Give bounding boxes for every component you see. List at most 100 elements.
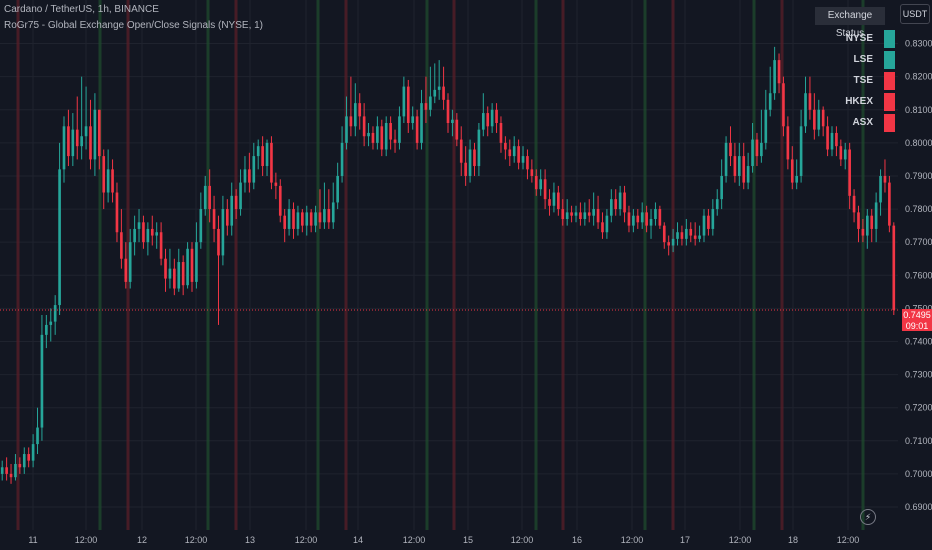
y-tick-label: 0.7100 bbox=[905, 436, 932, 446]
candle-body bbox=[477, 129, 481, 167]
currency-button[interactable]: USDT bbox=[900, 4, 930, 24]
candle-body bbox=[128, 242, 132, 282]
candle-body bbox=[406, 86, 410, 123]
candle bbox=[5, 457, 8, 481]
candle-body bbox=[230, 195, 234, 226]
candle-body bbox=[843, 149, 847, 160]
y-tick-label: 0.7600 bbox=[905, 270, 932, 280]
exchange-status-swatch bbox=[884, 51, 895, 69]
candle-body bbox=[623, 192, 626, 213]
exchange-status-swatch bbox=[884, 72, 895, 90]
candle-body bbox=[411, 116, 415, 123]
candle bbox=[345, 96, 348, 150]
candle-body bbox=[353, 103, 357, 127]
candle bbox=[278, 179, 282, 223]
candle bbox=[402, 76, 406, 123]
candle-body bbox=[459, 139, 463, 163]
candle-body bbox=[561, 209, 565, 219]
candle-body bbox=[609, 199, 613, 216]
candle-body bbox=[548, 199, 551, 206]
candle-body bbox=[380, 126, 384, 150]
x-tick-label: 12:00 bbox=[837, 535, 860, 545]
candle-body bbox=[415, 116, 419, 143]
candle bbox=[261, 136, 264, 176]
grid bbox=[0, 0, 898, 530]
candle bbox=[817, 99, 821, 137]
candle-body bbox=[18, 463, 22, 468]
candle-body bbox=[574, 212, 578, 216]
candle-body bbox=[45, 324, 48, 335]
candle bbox=[579, 202, 582, 226]
price-axis[interactable]: 0.6900 0.7000 0.7100 0.7200 0.7300 0.7400 0.75… bbox=[898, 0, 932, 550]
candle bbox=[93, 93, 97, 176]
exchange-status-title: Exchange Status bbox=[815, 7, 885, 39]
candle bbox=[495, 103, 498, 133]
candle bbox=[301, 209, 304, 233]
candle bbox=[689, 222, 693, 243]
candle-body bbox=[199, 209, 203, 243]
exchange-status-swatch bbox=[884, 30, 895, 48]
bar-countdown: 09:01 bbox=[905, 321, 929, 331]
candle-body bbox=[486, 113, 490, 127]
candle-body bbox=[173, 268, 176, 289]
candle bbox=[596, 195, 600, 229]
candle bbox=[305, 205, 309, 236]
candle bbox=[212, 195, 216, 243]
candle-body bbox=[402, 86, 406, 117]
candle bbox=[9, 463, 13, 484]
candle bbox=[53, 295, 57, 335]
candle bbox=[490, 103, 494, 133]
candle bbox=[195, 222, 198, 289]
symbol-legend[interactable]: Cardano / TetherUS, 1h, BINANCE bbox=[4, 4, 159, 15]
candle-body bbox=[861, 228, 865, 236]
candle-body bbox=[261, 146, 264, 167]
candle bbox=[711, 199, 715, 236]
candle-body bbox=[111, 169, 114, 193]
candle bbox=[667, 235, 671, 256]
candle bbox=[857, 205, 860, 243]
candle bbox=[128, 228, 132, 289]
time-axis[interactable]: 11 12:00 12 12:00 13 12:00 14 12:00 15 12:00 16 12:… bbox=[28, 535, 859, 545]
candle-body bbox=[168, 268, 172, 279]
exchange-status-swatch bbox=[884, 93, 895, 111]
exchange-open-line bbox=[861, 0, 865, 530]
candle-body bbox=[40, 334, 44, 428]
x-tick-label: 12:00 bbox=[621, 535, 644, 545]
candle bbox=[318, 189, 322, 229]
candle bbox=[115, 182, 119, 243]
candle-body bbox=[31, 444, 35, 461]
candle bbox=[433, 63, 437, 104]
candle-body bbox=[93, 109, 97, 160]
candle bbox=[879, 169, 882, 216]
candle-body bbox=[526, 156, 529, 170]
candle bbox=[623, 185, 626, 223]
candle bbox=[662, 222, 666, 249]
candle-body bbox=[446, 99, 450, 123]
candle-body bbox=[521, 156, 525, 163]
lightning-icon[interactable]: ⚡ bbox=[860, 509, 876, 525]
candle-body bbox=[437, 86, 441, 90]
candle bbox=[883, 159, 887, 193]
exchange-close-line bbox=[561, 0, 565, 530]
candle-body bbox=[865, 215, 869, 236]
indicator-legend[interactable]: RoGr75 - Global Exchange Open/Close Sign… bbox=[4, 20, 264, 31]
candle-body bbox=[345, 116, 348, 143]
candle-body bbox=[512, 146, 516, 157]
exchange-open-line bbox=[206, 0, 210, 530]
exchange-close-line bbox=[16, 0, 20, 530]
candle bbox=[874, 192, 878, 243]
candle-body bbox=[830, 132, 834, 150]
candle-body bbox=[424, 103, 428, 110]
candle bbox=[486, 106, 490, 137]
candle-body bbox=[442, 86, 445, 100]
candle bbox=[636, 209, 640, 229]
candle-body bbox=[729, 142, 732, 157]
candle-body bbox=[309, 212, 313, 226]
candle bbox=[384, 116, 388, 157]
candle bbox=[782, 76, 785, 137]
candle-body bbox=[239, 182, 242, 210]
candle-body bbox=[689, 228, 693, 236]
candle bbox=[468, 139, 472, 183]
candle-body bbox=[296, 212, 300, 229]
